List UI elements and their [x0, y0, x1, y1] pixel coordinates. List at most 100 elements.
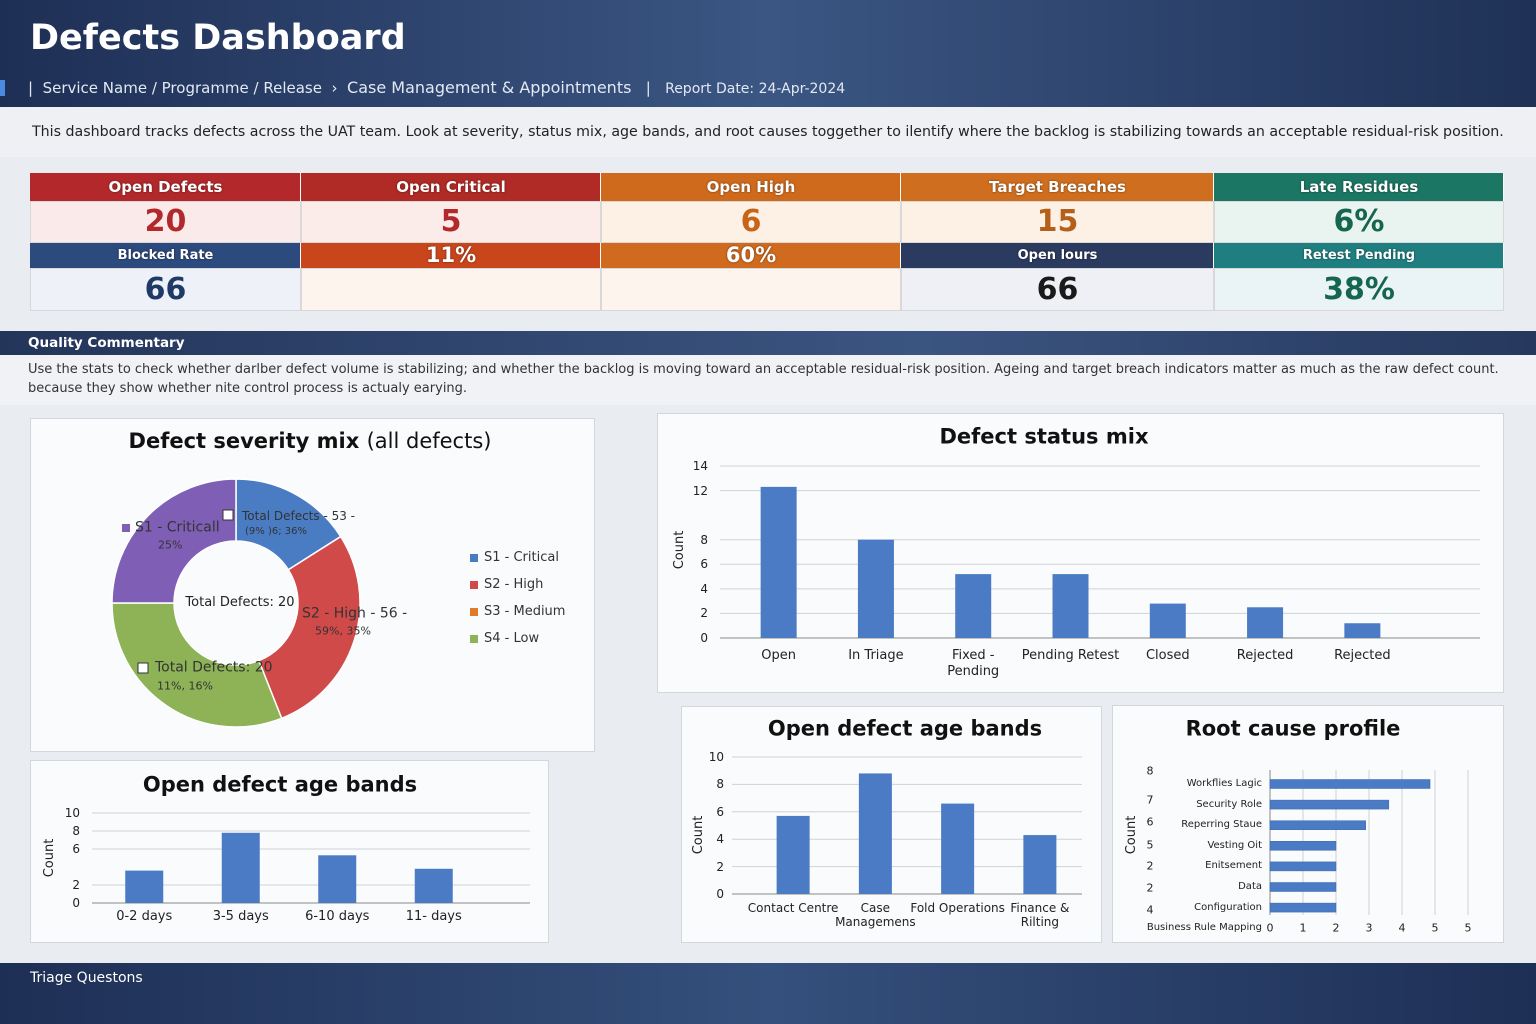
y-tick-label: 0 — [72, 895, 80, 910]
bar — [1269, 861, 1337, 872]
intro-band — [0, 107, 1536, 157]
chart-title: Defect severity mix (all defects) — [129, 429, 492, 453]
slice-annotation: 59%, 35% — [315, 624, 371, 638]
chart-title: Open defect age bands — [142, 772, 418, 797]
x-tick-label: Closed — [1145, 648, 1190, 663]
x-tick-label: 0-2 days — [116, 909, 173, 924]
kpi-body — [601, 201, 901, 243]
x-tick-label: Finance & Rilting — [1010, 901, 1070, 930]
separator: | — [631, 79, 666, 97]
slice-annotation: Total Defects: 20 — [155, 659, 273, 676]
y-tick-label: 2 — [716, 859, 724, 874]
kpi-label: Open Critical — [396, 178, 506, 196]
kpi-label: Open High — [706, 178, 796, 196]
kpi-value: 66 — [1036, 272, 1079, 307]
side-label: 2 — [1146, 881, 1154, 895]
kpi-body — [601, 268, 901, 311]
kpi-value: 20 — [144, 204, 187, 239]
bar — [125, 870, 164, 903]
x-tick-label: Contact Centre — [747, 901, 839, 915]
x-tick-label: 1 — [1299, 921, 1307, 935]
kpi-label: Late Residues — [1299, 178, 1419, 196]
bar — [1269, 902, 1337, 913]
kpi-header — [1214, 173, 1504, 201]
legend-label: S1 - Critical — [484, 550, 559, 566]
slice-annotation: 25% — [158, 538, 183, 552]
header-band — [0, 0, 1536, 107]
x-tick-label: Rejected — [1236, 648, 1294, 663]
kpi-value: 15 — [1036, 204, 1079, 239]
kpi-header — [1214, 243, 1504, 268]
annotation-marker — [137, 662, 149, 674]
legend-swatch — [470, 581, 478, 589]
y-axis-label: Count — [691, 815, 707, 855]
accent — [0, 80, 5, 96]
kpi-label: 11% — [425, 243, 477, 267]
bar — [318, 855, 357, 903]
y-category-label: Configuration — [1194, 901, 1262, 913]
bar — [1269, 841, 1337, 851]
annotation-marker — [122, 524, 130, 532]
kpi-label: Retest Pending — [1302, 248, 1416, 263]
pie-slice — [257, 535, 361, 720]
y-category-label: Workflies Lagic — [1186, 778, 1262, 789]
x-tick-label: 4 — [1398, 921, 1406, 935]
legend-label: S2 - High — [484, 577, 544, 593]
bar — [1269, 779, 1431, 789]
x-tick-label: Rejected — [1334, 648, 1391, 663]
pie-slice — [111, 602, 283, 728]
intro-text: This dashboard tracks defects across the… — [32, 124, 1504, 140]
side-label: 6 — [1146, 815, 1154, 829]
chart-title: Defect status mix — [939, 424, 1149, 449]
y-tick-label: 8 — [72, 823, 80, 838]
commentary-band — [0, 331, 1536, 355]
x-tick-label: Fixed - Pending — [947, 648, 1000, 679]
chart-panel — [30, 760, 549, 943]
side-label: 8 — [1146, 764, 1154, 778]
slice-annotation: S2 - High - 56 - — [302, 605, 408, 622]
kpi-header — [601, 243, 901, 268]
y-tick-label: 8 — [700, 532, 708, 547]
kpi-body — [901, 268, 1214, 311]
x-tick-label: 6-10 days — [305, 909, 370, 924]
kpi-header — [601, 173, 901, 201]
commentary-line: Use the stats to check whether darlber d… — [28, 362, 1499, 377]
legend-swatch — [470, 554, 478, 562]
y-tick-label: 2 — [700, 606, 708, 621]
kpi-value: 66 — [144, 272, 187, 307]
center-label: Total Defects: 20 — [185, 595, 295, 611]
x-tick-label: 2 — [1332, 921, 1340, 935]
separator: | — [28, 79, 43, 97]
y-tick-label: 10 — [708, 749, 724, 764]
slice-annotation: S1 - Criticall — [135, 519, 220, 536]
x-tick-label: Open — [761, 648, 797, 663]
kpi-body — [901, 201, 1214, 243]
side-label: 2 — [1146, 859, 1154, 873]
kpi-value: 6 — [740, 204, 762, 239]
report-date: Report Date: 24-Apr-2024 — [665, 81, 846, 97]
y-tick-label: 8 — [716, 777, 724, 792]
kpi-header — [301, 173, 601, 201]
legend-swatch — [470, 608, 478, 616]
commentary-line: because they show whether nite control p… — [28, 381, 468, 396]
slice-annotation: 11%, 16% — [157, 679, 213, 693]
y-category-label: Enitsement — [1205, 860, 1262, 872]
bar — [221, 832, 260, 903]
y-axis-label: Count — [1124, 815, 1140, 855]
kpi-label: Target Breaches — [989, 178, 1126, 196]
footer-title: Triage Questons — [30, 970, 143, 986]
annotation-marker — [222, 509, 234, 521]
y-category-label: Data — [1238, 881, 1262, 892]
kpi-body — [30, 201, 301, 243]
legend-label: S3 - Medium — [484, 604, 566, 620]
x-tick-label: 3-5 days — [212, 909, 269, 924]
bar — [857, 539, 894, 638]
y-category-label: Business Rule Mapping — [1146, 922, 1262, 934]
x-tick-label: 5 — [1431, 921, 1439, 935]
kpi-body — [301, 268, 601, 311]
kpi-body — [1214, 201, 1504, 243]
bar — [1052, 574, 1089, 638]
x-tick-label: In Triage — [848, 648, 904, 663]
y-tick-label: 4 — [700, 581, 708, 596]
y-category-label: Vesting Oit — [1207, 839, 1262, 851]
